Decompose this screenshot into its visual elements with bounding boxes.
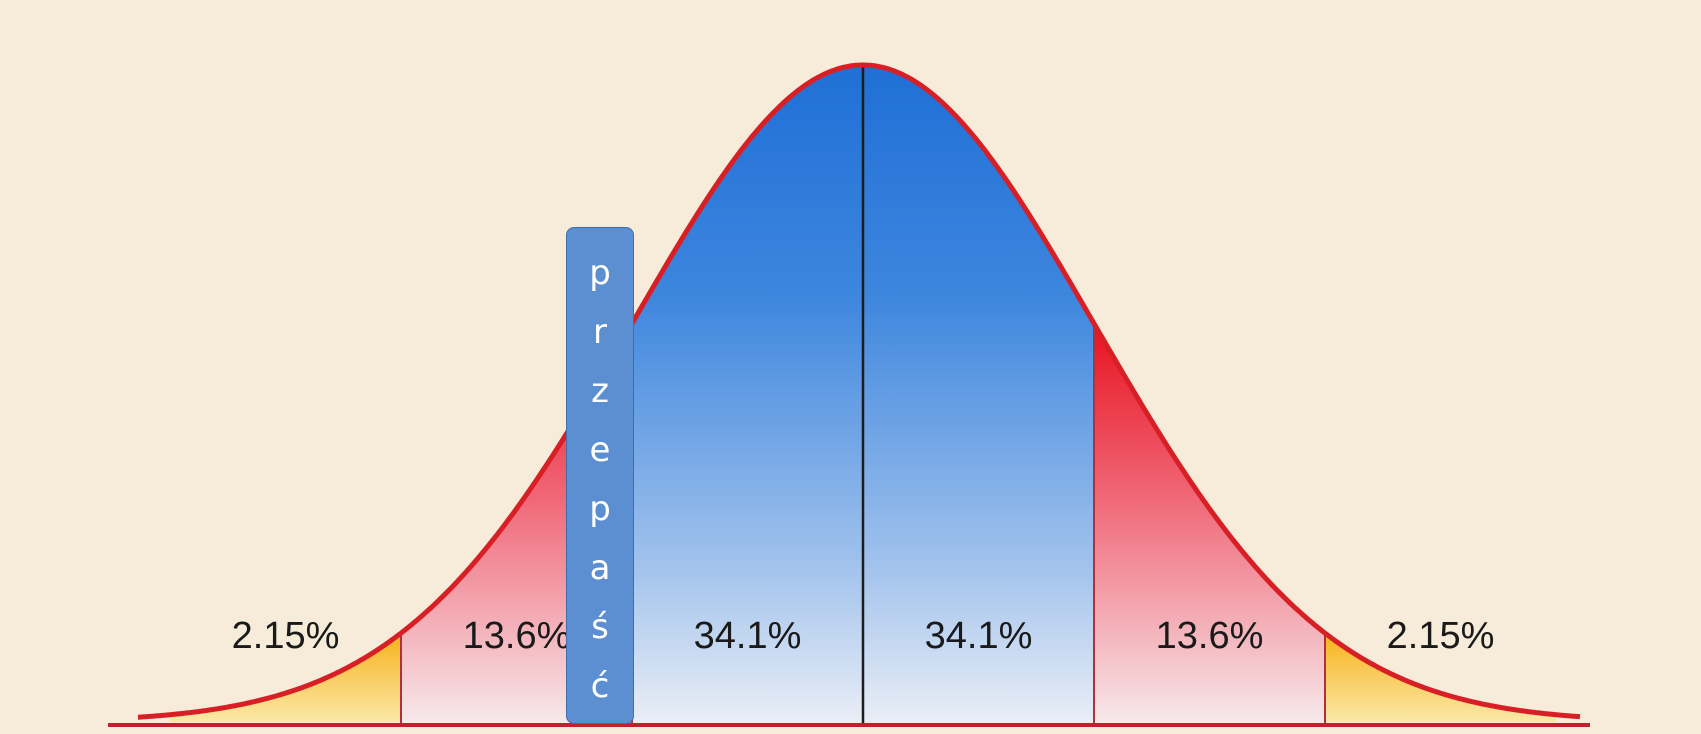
region-label-1: 2.15%: [232, 615, 340, 657]
region-label-2: 13.6%: [463, 615, 571, 657]
overlay-letter-4: e: [589, 430, 611, 470]
region-label-5: 13.6%: [1156, 615, 1264, 657]
overlay-letter-5: p: [589, 489, 611, 529]
region-1: [170, 633, 401, 722]
overlay-letter-2: r: [593, 312, 607, 352]
overlay-letter-1: p: [589, 253, 611, 293]
chart-percent-labels: 2.15% 13.6% 34.1% 34.1% 13.6% 2.15%: [232, 615, 1495, 657]
region-label-6: 2.15%: [1387, 615, 1495, 657]
distribution-curve: [137, 62, 1581, 720]
region-6: [1325, 633, 1556, 722]
overlay-letter-8: ć: [590, 666, 610, 706]
region-label-4: 34.1%: [925, 615, 1033, 657]
overlay-letter-6: a: [589, 548, 611, 588]
region-label-3: 34.1%: [694, 615, 802, 657]
overlay-letter-3: z: [591, 371, 609, 411]
overlay-letter-7: ś: [591, 607, 609, 647]
